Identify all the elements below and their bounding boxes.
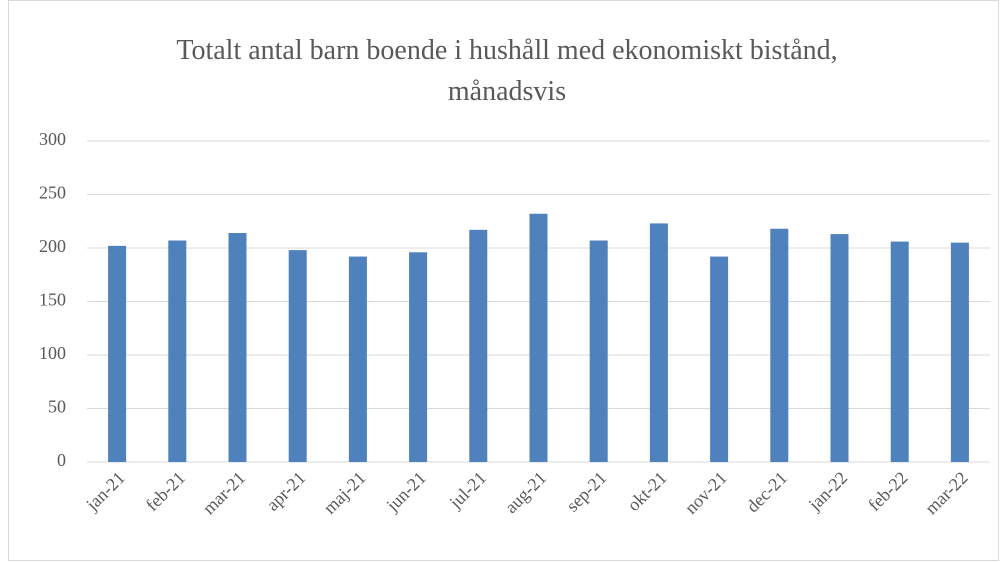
x-tick-label: mar-21 xyxy=(199,468,250,519)
bar xyxy=(228,233,247,462)
bar xyxy=(288,250,307,462)
x-tick-label: jan-22 xyxy=(804,468,851,515)
bar xyxy=(409,252,428,462)
y-tick-label: 0 xyxy=(57,450,66,470)
bar xyxy=(830,234,849,462)
chart-title: Totalt antal barn boende i hushåll med e… xyxy=(176,35,838,107)
x-tick-label: feb-22 xyxy=(864,468,911,515)
x-tick-label: feb-21 xyxy=(142,468,189,515)
x-tick-label: aug-21 xyxy=(501,468,550,517)
bar xyxy=(649,223,668,462)
bar xyxy=(348,256,367,462)
x-tick-label: nov-21 xyxy=(681,468,731,518)
bar xyxy=(108,245,127,462)
x-tick-label: okt-21 xyxy=(623,468,670,515)
bar xyxy=(950,242,969,462)
x-tick-label: mar-22 xyxy=(921,468,972,519)
bar xyxy=(529,213,548,462)
y-tick-label: 200 xyxy=(39,236,66,256)
x-tick-label: dec-21 xyxy=(742,468,791,517)
x-tick-label: jul-21 xyxy=(445,468,490,513)
x-tick-label: jun-21 xyxy=(382,468,430,516)
bar xyxy=(168,240,187,462)
y-tick-label: 100 xyxy=(39,343,66,363)
y-tick-label: 300 xyxy=(39,129,66,149)
bar xyxy=(469,229,488,462)
bar xyxy=(589,240,608,462)
x-tick-label: sep-21 xyxy=(562,468,610,516)
bar xyxy=(770,228,789,462)
x-tick-label: jan-21 xyxy=(81,468,128,515)
chart-border xyxy=(8,0,999,561)
x-tick-label: maj-21 xyxy=(319,468,369,518)
y-tick-label: 150 xyxy=(39,290,66,310)
y-tick-label: 50 xyxy=(48,397,66,417)
bar xyxy=(890,241,909,462)
y-tick-label: 250 xyxy=(39,183,66,203)
x-tick-label: apr-21 xyxy=(262,468,309,515)
bar xyxy=(710,256,729,462)
